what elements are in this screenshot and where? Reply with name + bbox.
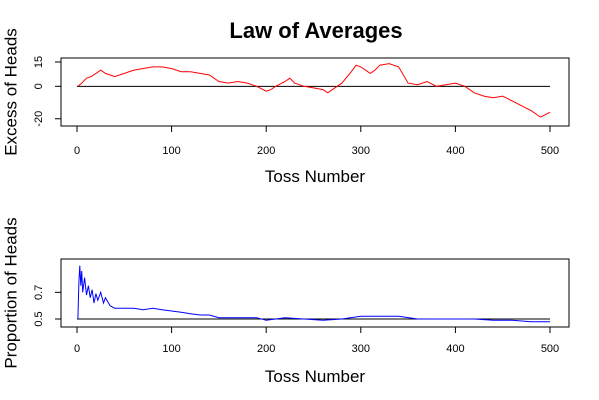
y-tick-label: 15 [33,56,45,68]
x-tick-label: 400 [446,145,464,157]
y-axis-title: Proportion of Heads [1,217,20,368]
y-tick-label: 0.7 [33,285,45,300]
x-tick-label: 0 [74,145,80,157]
proportion-series-line [77,265,550,323]
x-tick-label: 300 [352,145,370,157]
y-tick-label: 0.5 [33,311,45,326]
x-tick-label: 500 [541,145,559,157]
y-tick-label: -20 [33,111,45,127]
x-tick-label: 100 [162,145,180,157]
plot-frame [60,258,570,328]
x-axis-title: Toss Number [265,167,365,186]
x-tick-label: 300 [352,343,370,355]
excess-series-line [77,63,551,118]
x-tick-label: 0 [74,343,80,355]
x-tick-label: 500 [541,343,559,355]
x-tick-label: 400 [446,343,464,355]
y-axis-title: Excess of Heads [1,28,20,156]
x-tick-label: 200 [257,145,275,157]
x-tick-label: 200 [257,343,275,355]
y-tick-label: 0 [33,83,45,89]
plot-frame [60,57,570,127]
chart-title: Law of Averages [229,18,402,43]
excess-of-heads-panel: 0 100 200 300 400 500 -20 0 15 Toss Number Excess … [1,28,570,186]
x-axis-title: Toss Number [265,367,365,386]
x-tick-label: 100 [162,343,180,355]
proportion-of-heads-panel: 0 100 200 300 400 500 0.5 0.7 Toss Number Proport… [1,217,570,386]
